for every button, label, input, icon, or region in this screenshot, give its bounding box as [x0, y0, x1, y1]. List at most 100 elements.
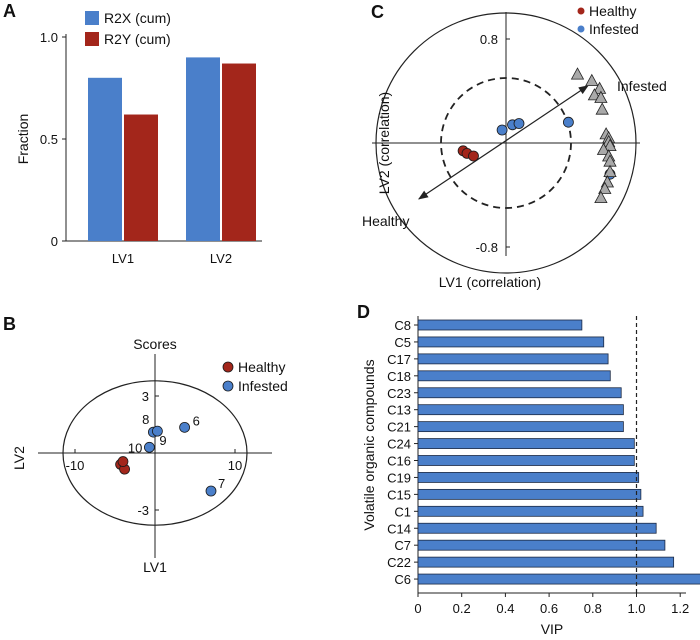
bar [417, 370, 611, 382]
legend-label: Infested [238, 378, 288, 394]
y-tick-label: C13 [387, 403, 411, 418]
bar [417, 421, 624, 433]
y-tick-label: C24 [387, 437, 411, 452]
y-tick-label: -0.8 [476, 240, 498, 255]
variable-marker [570, 67, 585, 80]
x-axis-label: VIP [541, 621, 564, 637]
x-tick-label: 1.0 [627, 601, 645, 616]
x-tick-label: 1.2 [671, 601, 689, 616]
x-tick-label: 0 [414, 601, 421, 616]
point-label: 8 [142, 412, 149, 427]
arrow-label-healthy: Healthy [362, 213, 409, 229]
confidence-ellipse [62, 380, 248, 526]
x-tick-label: 0.4 [496, 601, 514, 616]
data-point [143, 441, 155, 453]
x-tick-label: 0.8 [584, 601, 602, 616]
legend-marker [577, 25, 585, 33]
y-tick-label: C21 [387, 420, 411, 435]
variable-marker [594, 190, 608, 203]
panel-a-bar-chart: 0 0.5 1.0 Fraction LV1 LV2 R2X (cum) R2Y (cum) [15, 10, 262, 266]
y-tick-label: C14 [387, 521, 411, 536]
direction-arrow [418, 85, 589, 200]
arrow-label-infested: Infested [617, 78, 667, 94]
legend-label: Healthy [238, 359, 285, 375]
point-label: 7 [218, 476, 225, 491]
variable-marker [603, 164, 617, 177]
x-tick-label: 0.2 [453, 601, 471, 616]
data-point [496, 124, 508, 136]
y-tick-label: C17 [387, 352, 411, 367]
bar [417, 522, 657, 534]
y-axis-label: Fraction [15, 114, 31, 165]
data-point [117, 456, 129, 467]
bar [417, 539, 666, 551]
panel-label-c: C [371, 2, 384, 22]
panel-label-a: A [3, 1, 16, 21]
point-label: 10 [128, 440, 142, 455]
x-axis-label: LV1 (correlation) [439, 274, 541, 290]
y-tick-label: C7 [394, 538, 411, 553]
y-tick-label: C1 [394, 504, 411, 519]
plot-title: Scores [133, 336, 177, 352]
panel-label-b: B [3, 314, 16, 334]
y-tick-label: C5 [394, 335, 411, 350]
legend-swatch [85, 32, 99, 46]
point-label: 6 [193, 413, 200, 428]
y-tick-label: 3 [142, 389, 149, 404]
variable-marker [585, 73, 599, 86]
legend-label: R2X (cum) [104, 10, 171, 26]
variable-marker [594, 90, 608, 103]
bar [417, 556, 675, 568]
bar [417, 387, 622, 399]
x-axis-label: LV1 [143, 559, 167, 575]
variable-marker [596, 142, 611, 155]
y-tick-label: C22 [387, 555, 411, 570]
data-point [205, 485, 217, 497]
bar [417, 488, 642, 500]
panel-label-d: D [357, 302, 370, 322]
x-tick-label: LV2 [210, 251, 232, 266]
y-tick-label: C8 [394, 318, 411, 333]
x-tick-label: -10 [66, 458, 85, 473]
legend-marker [222, 380, 234, 392]
bar [417, 336, 605, 348]
bar [417, 404, 624, 416]
bar [417, 438, 635, 449]
y-tick-label: -3 [137, 503, 149, 518]
y-tick-label: 0.8 [480, 32, 498, 47]
y-tick-label: C18 [387, 369, 411, 384]
legend-marker [577, 7, 585, 15]
y-axis-label: Volatile organic compounds [361, 359, 377, 530]
y-tick-label: C19 [387, 470, 411, 485]
legend-label: Infested [589, 21, 639, 37]
bar [88, 77, 122, 241]
panel-c-correlation-plot: 0.8 -0.8 LV1 (correlation) LV2 (correlation… [362, 3, 667, 290]
bar [222, 63, 256, 241]
legend-marker [222, 361, 234, 373]
variable-marker [603, 138, 617, 151]
panel-d-vip-chart: 0 0.2 0.4 0.6 0.8 1.0 1.2 VIP Volatile organic c… [361, 316, 700, 637]
bar [124, 114, 158, 241]
y-tick-label: C6 [394, 572, 411, 587]
variable-marker [598, 181, 612, 194]
y-tick-label: C15 [387, 487, 411, 502]
legend-label: R2Y (cum) [104, 31, 171, 47]
bar [186, 57, 220, 242]
data-point [151, 425, 163, 437]
x-tick-label: 10 [228, 458, 242, 473]
bar [417, 573, 700, 585]
legend-label: Healthy [589, 3, 636, 19]
y-tick-label: 0 [51, 234, 58, 249]
y-axis-label: LV2 [11, 446, 27, 470]
data-point [513, 118, 525, 129]
data-point [179, 421, 191, 433]
y-tick-label: 1.0 [40, 30, 58, 45]
data-point [468, 150, 479, 162]
bar [417, 319, 583, 331]
data-point [563, 116, 574, 128]
x-tick-label: 0.6 [540, 601, 558, 616]
bar [417, 472, 640, 483]
point-label: 9 [159, 433, 166, 448]
